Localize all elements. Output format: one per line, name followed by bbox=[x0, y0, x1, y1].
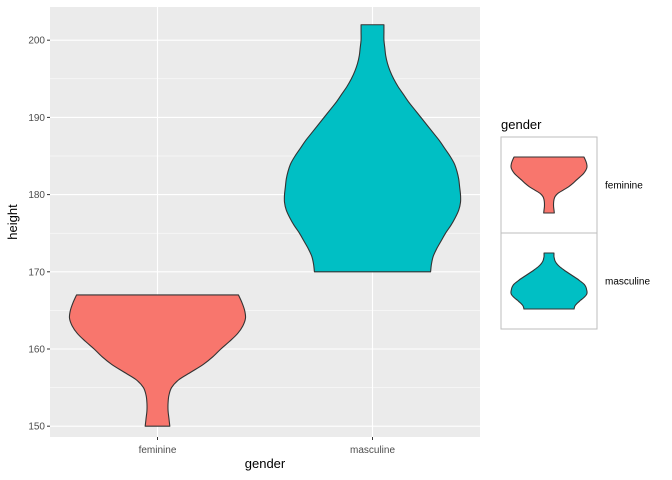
legend-label: feminine bbox=[605, 181, 643, 192]
x-axis-title: gender bbox=[245, 456, 286, 471]
y-axis-title: height bbox=[5, 204, 20, 240]
violin-masculine bbox=[283, 24, 462, 273]
violin-feminine bbox=[68, 294, 247, 427]
x-tick-label: masculine bbox=[350, 445, 395, 456]
x-tick-label: feminine bbox=[139, 445, 177, 456]
legend-key-feminine bbox=[510, 156, 588, 214]
y-tick-label: 160 bbox=[28, 344, 45, 355]
legend: gender feminine masculine bbox=[500, 117, 650, 330]
x-axis: feminine masculine bbox=[139, 437, 395, 456]
y-tick-label: 200 bbox=[28, 36, 45, 47]
y-tick-label: 190 bbox=[28, 113, 45, 124]
y-axis: 150 160 170 180 190 200 bbox=[28, 36, 50, 433]
legend-label: masculine bbox=[605, 277, 650, 288]
legend-key-masculine bbox=[510, 252, 588, 310]
y-tick-label: 170 bbox=[28, 267, 45, 278]
y-tick-label: 150 bbox=[28, 422, 45, 433]
y-tick-label: 180 bbox=[28, 190, 45, 201]
legend-title: gender bbox=[501, 117, 542, 132]
violins bbox=[68, 24, 462, 427]
